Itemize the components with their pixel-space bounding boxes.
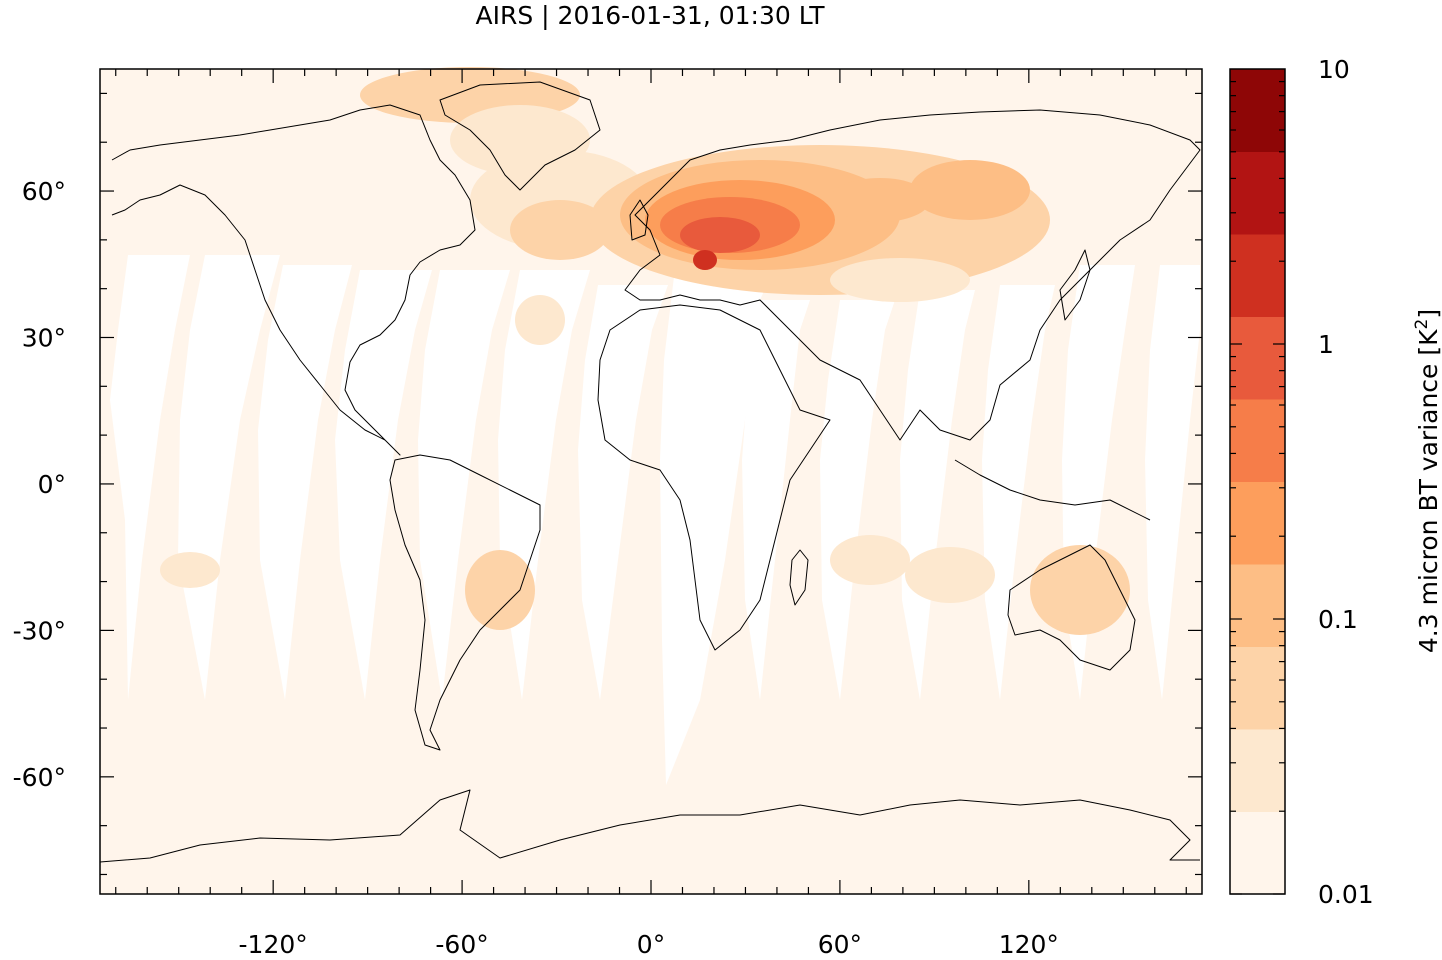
coastline-antarctica (99, 789, 1200, 863)
variance-region (830, 178, 930, 222)
variance-region (510, 200, 610, 260)
colorbar-tick-label: 1 (1318, 330, 1334, 359)
colorbar-band (1230, 481, 1285, 565)
lat-tick-label: -60° (13, 763, 66, 792)
coastline-north-america (111, 104, 476, 456)
orbit-gap (578, 285, 668, 700)
colorbar-tick-label: 0.01 (1318, 880, 1374, 909)
colorbar-tick-label: 10 (1318, 55, 1350, 84)
colorbar-tick-label: 0.1 (1318, 605, 1358, 634)
colorbar-band (1230, 811, 1285, 895)
coastline-greenland (439, 81, 601, 191)
orbit-gap (418, 270, 510, 700)
coastline-australia (1007, 544, 1136, 671)
coastline-madagascar (789, 549, 809, 606)
lon-tick-label: -120° (239, 930, 308, 956)
lat-tick-label: 60° (22, 177, 66, 206)
coastline-africa (597, 304, 831, 651)
colorbar-band (1230, 399, 1285, 482)
orbit-gap (110, 255, 190, 700)
colorbar-label-end: ] (1414, 309, 1442, 319)
coastline-britain (629, 199, 649, 241)
coastlines (99, 81, 1201, 863)
orbit-gap (335, 270, 432, 700)
lon-tick-label: 60° (818, 930, 862, 956)
colorbar-band (1230, 234, 1285, 317)
lat-tick-label: 30° (22, 323, 66, 352)
colorbar-bands (1230, 69, 1285, 895)
variance-region (830, 535, 910, 585)
map-panel: -120° -60° 0° 60° 120° 60° 30° 0° -30° -60° (13, 67, 1203, 959)
orbit-gap (1145, 265, 1200, 700)
lon-tick-label: 120° (999, 930, 1059, 956)
map-ticks (100, 69, 1202, 894)
lat-tick-label: 0° (38, 470, 66, 499)
variance-region (905, 547, 995, 603)
variance-region (830, 258, 970, 302)
orbit-gap (178, 255, 280, 700)
variance-region (515, 295, 565, 345)
orbit-gap (820, 300, 895, 700)
orbit-gap (660, 255, 780, 785)
orbit-gaps (110, 255, 1200, 785)
orbit-gap (900, 290, 975, 700)
coastline-indonesia (954, 459, 1151, 521)
colorbar-band (1230, 69, 1285, 152)
map-title: AIRS | 2016-01-31, 01:30 LT (476, 1, 826, 30)
colorbar-band (1230, 729, 1285, 812)
colorbar-label-main: 4.3 micron BT variance [K (1414, 329, 1442, 653)
colorbar-tick-labels: 10 1 0.1 0.01 (1318, 55, 1374, 909)
colorbar-ticks (1230, 80, 1285, 895)
colorbar-label-superscript: 2 (1412, 319, 1432, 330)
coastline-south-america (389, 454, 541, 751)
variance-region (680, 217, 760, 253)
latitude-labels: 60° 30° 0° -30° -60° (13, 177, 66, 792)
colorbar: 10 1 0.1 0.01 4.3 micron BT variance [K2] (1229, 55, 1442, 909)
variance-field (160, 67, 1130, 635)
variance-region (693, 250, 717, 270)
orbit-gap (258, 265, 352, 700)
colorbar-band (1230, 564, 1285, 647)
colorbar-band (1230, 316, 1285, 400)
variance-region (910, 160, 1030, 220)
variance-region (465, 550, 535, 630)
colorbar-label: 4.3 micron BT variance [K2] (1412, 309, 1442, 653)
variance-region (160, 552, 220, 588)
coastline-japan (1059, 249, 1091, 321)
lat-tick-label: -30° (13, 616, 66, 645)
colorbar-frame (1229, 68, 1286, 895)
variance-region (1030, 545, 1130, 635)
longitude-labels: -120° -60° 0° 60° 120° (239, 930, 1059, 959)
lon-tick-label: 0° (637, 930, 665, 956)
lon-tick-label: -60° (435, 930, 488, 956)
colorbar-band (1230, 151, 1285, 235)
colorbar-band (1230, 646, 1285, 730)
orbit-gap (742, 300, 810, 700)
